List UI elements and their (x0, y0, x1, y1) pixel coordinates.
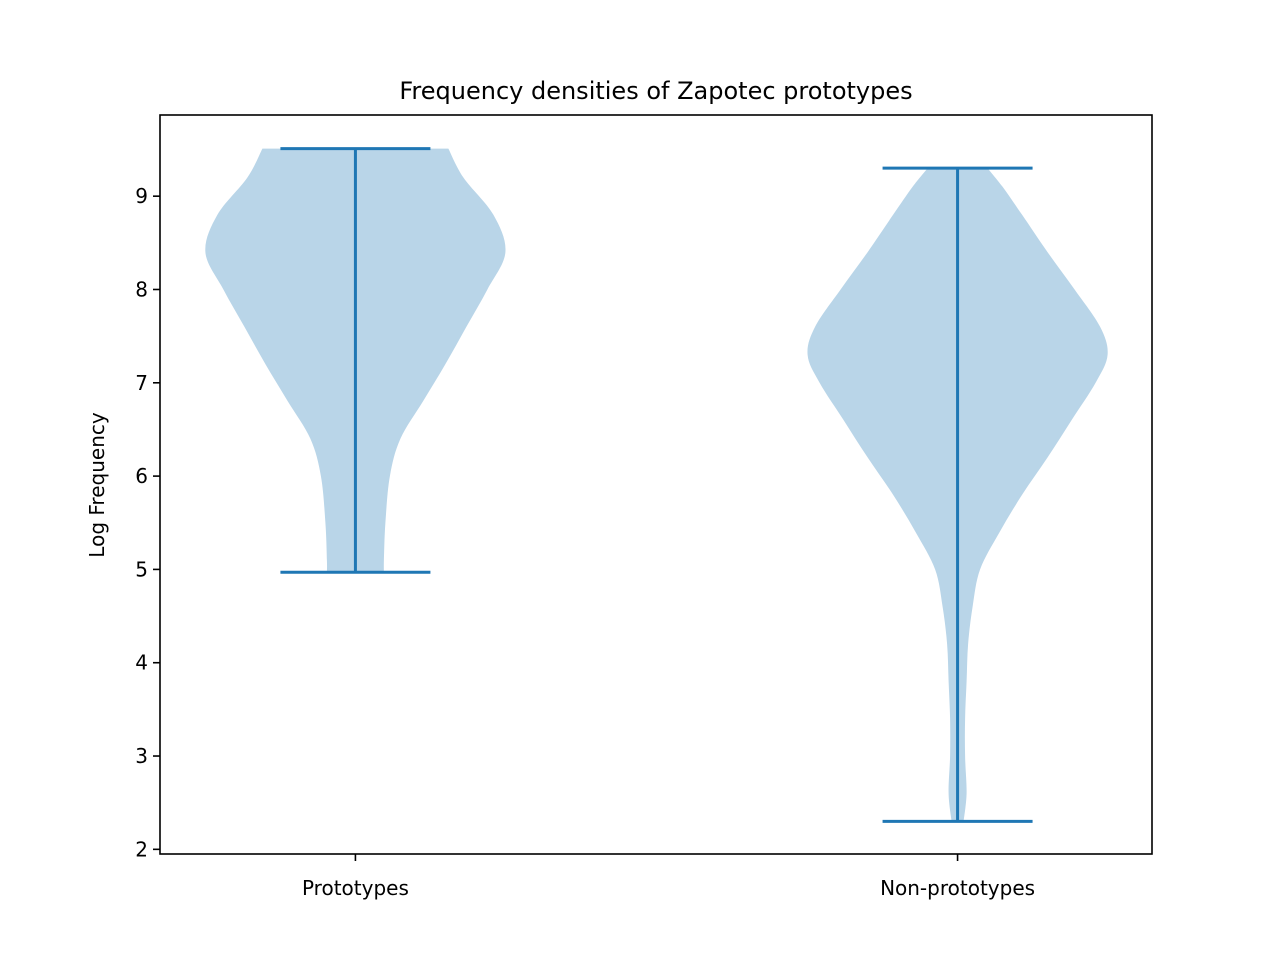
y-tick-label: 9 (135, 184, 148, 208)
x-tick-label: Non-prototypes (880, 876, 1035, 900)
y-axis-title: Log Frequency (85, 412, 109, 558)
plot-area-frame (159, 114, 1153, 855)
y-tick-label: 2 (135, 837, 148, 861)
y-tick-label: 5 (135, 557, 148, 581)
chart-title: Frequency densities of Zapotec prototype… (399, 77, 912, 105)
y-tick-label: 3 (135, 744, 148, 768)
violin-group (205, 147, 1108, 823)
y-tick-label: 4 (135, 651, 148, 675)
y-tick-label: 6 (135, 464, 148, 488)
x-axis-ticks: Prototypes Non-prototypes (302, 854, 1035, 900)
y-tick-label: 8 (135, 277, 148, 301)
y-tick-label: 7 (135, 371, 148, 395)
y-axis-ticks: 2 3 4 5 6 7 8 9 (135, 184, 160, 861)
x-tick-label: Prototypes (302, 876, 409, 900)
